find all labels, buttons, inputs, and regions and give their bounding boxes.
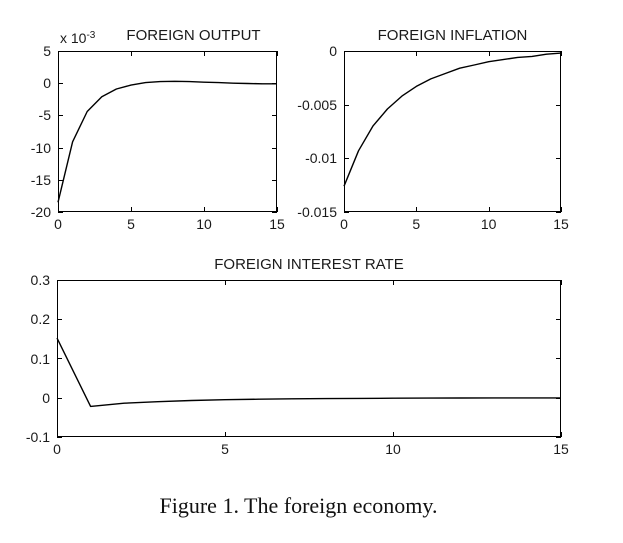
- scale-base-text: x 10: [60, 30, 87, 46]
- y-tick-label: -15: [30, 171, 51, 188]
- y-tick-label: -20: [30, 204, 51, 220]
- x-tick-label: 15: [269, 216, 285, 232]
- y-tick-label: -0.015: [297, 204, 337, 220]
- x-tick-label: 0: [53, 441, 61, 457]
- y-tick-label: 0.1: [30, 350, 50, 367]
- scale-exponent-text: -3: [86, 30, 96, 41]
- plot-area-foreign-interest-rate: [56, 280, 562, 438]
- y-tick-label: -0.005: [297, 96, 337, 113]
- x-tick-label: 10: [385, 441, 401, 457]
- chart-title-foreign-interest-rate: FOREIGN INTEREST RATE: [214, 256, 404, 273]
- series-line: [57, 80, 277, 203]
- x-tick-label: 5: [412, 216, 421, 232]
- y-tick-label: -0.1: [25, 429, 50, 445]
- y-tick-label: 0: [43, 75, 51, 92]
- y-tick-label: 0.2: [30, 311, 50, 328]
- x-tick-label: 5: [221, 441, 229, 457]
- x-tick-label: 10: [480, 216, 497, 232]
- series-line: [343, 52, 562, 187]
- plot-area-foreign-output: [57, 51, 278, 213]
- y-axis-scale-label: x 10-3: [60, 27, 95, 47]
- plot-area-foreign-inflation: [343, 51, 562, 213]
- x-tick-label: 0: [54, 216, 62, 232]
- x-tick-label: 0: [340, 216, 348, 232]
- y-tick-label: -10: [30, 139, 51, 156]
- x-tick-label: 15: [553, 216, 569, 232]
- chart-title-foreign-output: FOREIGN OUTPUT: [126, 27, 261, 44]
- y-tick-label: -0.01: [305, 150, 337, 167]
- y-tick-label: 5: [43, 43, 51, 59]
- y-tick-label: 0: [329, 43, 337, 59]
- chart-title-foreign-inflation: FOREIGN INFLATION: [377, 27, 528, 44]
- x-tick-label: 10: [196, 216, 212, 232]
- series-line: [56, 337, 561, 408]
- x-tick-label: 5: [127, 216, 135, 232]
- x-tick-label: 15: [553, 441, 569, 457]
- y-tick-label: 0.3: [30, 272, 50, 288]
- y-tick-label: 0: [42, 389, 50, 406]
- figure-caption: Figure 1. The foreign economy.: [159, 493, 438, 518]
- y-tick-label: -5: [38, 107, 51, 124]
